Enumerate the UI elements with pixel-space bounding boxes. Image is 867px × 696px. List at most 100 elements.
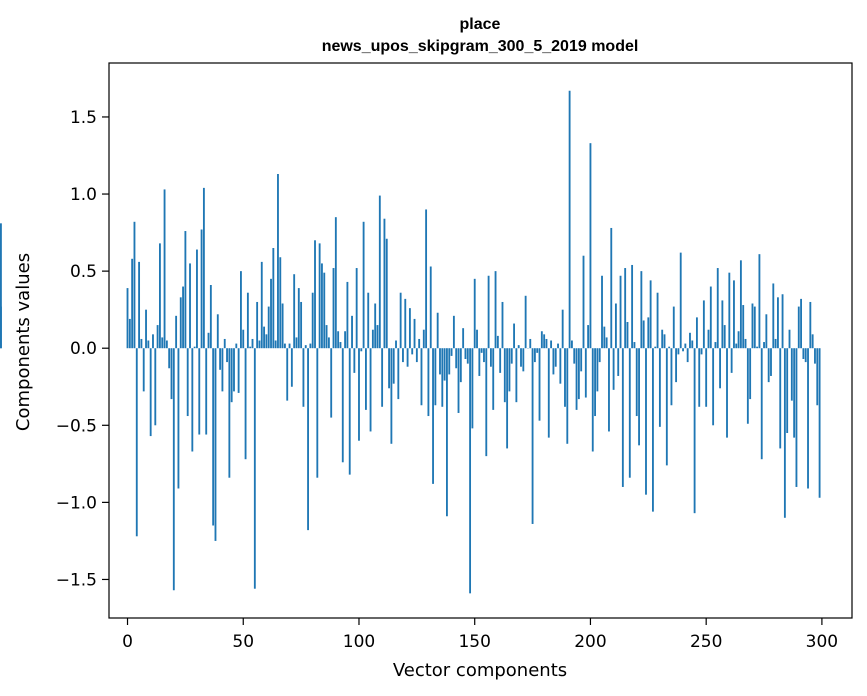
bar-175 [531,348,534,524]
bar-72 [293,274,296,349]
bar-211 [614,303,617,349]
y-tick-label-4: 0.5 [70,262,97,282]
bar-288 [793,348,796,438]
x-tick-label-300: 300 [806,632,838,652]
bar-273 [758,254,761,349]
bar-184 [552,348,555,375]
bar-11 [152,334,154,349]
bar-264 [737,331,740,349]
bar-54 [251,338,254,349]
bar-257 [721,300,724,349]
bar-139 [448,348,451,375]
bar-279 [772,283,775,349]
bar-107 [374,303,377,349]
bar-103 [365,348,367,410]
y-tick-label-1: −1.0 [56,493,97,513]
y-axis: −1.5 −1.0 −0.5 0.0 0.5 1.0 1.5 [56,108,109,590]
bar-67 [281,303,284,349]
bar-290 [797,306,800,349]
bar-133 [434,348,437,406]
bar-160 [496,335,499,349]
bar-4 [135,348,138,537]
bar-293 [804,348,807,363]
bar-79 [309,343,312,349]
bar-289 [795,348,798,487]
bar-116 [395,340,397,349]
bar-61 [267,306,270,349]
x-tick-label-200: 200 [574,632,606,652]
bar-43 [226,348,228,363]
bar-40 [219,348,222,370]
bar-26 [186,348,189,417]
bar-156 [487,275,490,349]
bar-244 [691,340,694,349]
bar-210 [612,348,615,390]
bar-209 [610,227,613,349]
bar-238 [677,348,680,355]
bar-120 [404,298,407,349]
bar-232 [663,334,666,349]
bar-245 [693,348,696,514]
bar-229 [656,292,659,349]
x-tick-label-50: 50 [232,632,254,652]
bar-176 [533,348,536,363]
bar-8 [145,309,147,349]
bar-6 [140,338,143,349]
bar-214 [621,348,624,487]
bar-169 [517,345,520,349]
bar-23 [179,297,182,349]
bar-94 [344,331,347,349]
bar-82 [316,348,319,478]
bar-200 [589,143,592,349]
bar-46 [233,348,235,392]
bar-162 [501,301,504,349]
bar-32 [200,229,203,349]
bar-127 [420,348,423,406]
bar-65 [277,174,279,349]
bar-50 [242,329,245,349]
bar-29 [193,346,196,349]
bar-99 [355,268,358,349]
bar-241 [684,343,687,349]
bar-143 [457,348,460,413]
bar-217 [628,348,631,478]
bar-22 [177,348,180,489]
bar-100 [358,348,360,441]
bar-225 [647,317,650,349]
bar-57 [258,340,261,349]
bar-171 [522,348,525,372]
bar-215 [624,268,627,349]
bar-144 [459,348,462,383]
bar-193 [573,348,576,364]
bar-152 [478,348,481,376]
bar-102 [362,221,365,349]
bar-259 [726,348,728,438]
bar-62 [270,278,272,349]
bar-121 [406,348,409,367]
y-axis-label: Components values [13,253,34,431]
bar-78 [307,348,309,531]
chart-subtitle: news_upos_skipgram_300_5_2019 model [322,38,639,55]
y-tick-label-3: 0.0 [70,339,97,359]
bar-224 [645,348,647,495]
bar-58 [260,261,263,349]
bar-146 [464,348,467,359]
bar-81 [314,240,316,349]
bar-154 [483,348,485,363]
bar-27 [189,263,191,349]
bar-187 [559,348,562,384]
bar-236 [672,306,675,349]
x-axis: 0 50 100 150 200 250 300 [122,618,838,652]
bar-115 [392,348,395,384]
bar-132 [432,348,434,484]
bar-253 [712,348,715,426]
bar-9 [147,340,150,349]
bar-86 [325,325,328,349]
bar-180 [543,334,546,349]
bar-208 [608,348,610,432]
bar-0 [126,288,129,349]
bar-70 [288,343,291,349]
bar-207 [605,337,608,349]
bar-41 [221,348,224,392]
